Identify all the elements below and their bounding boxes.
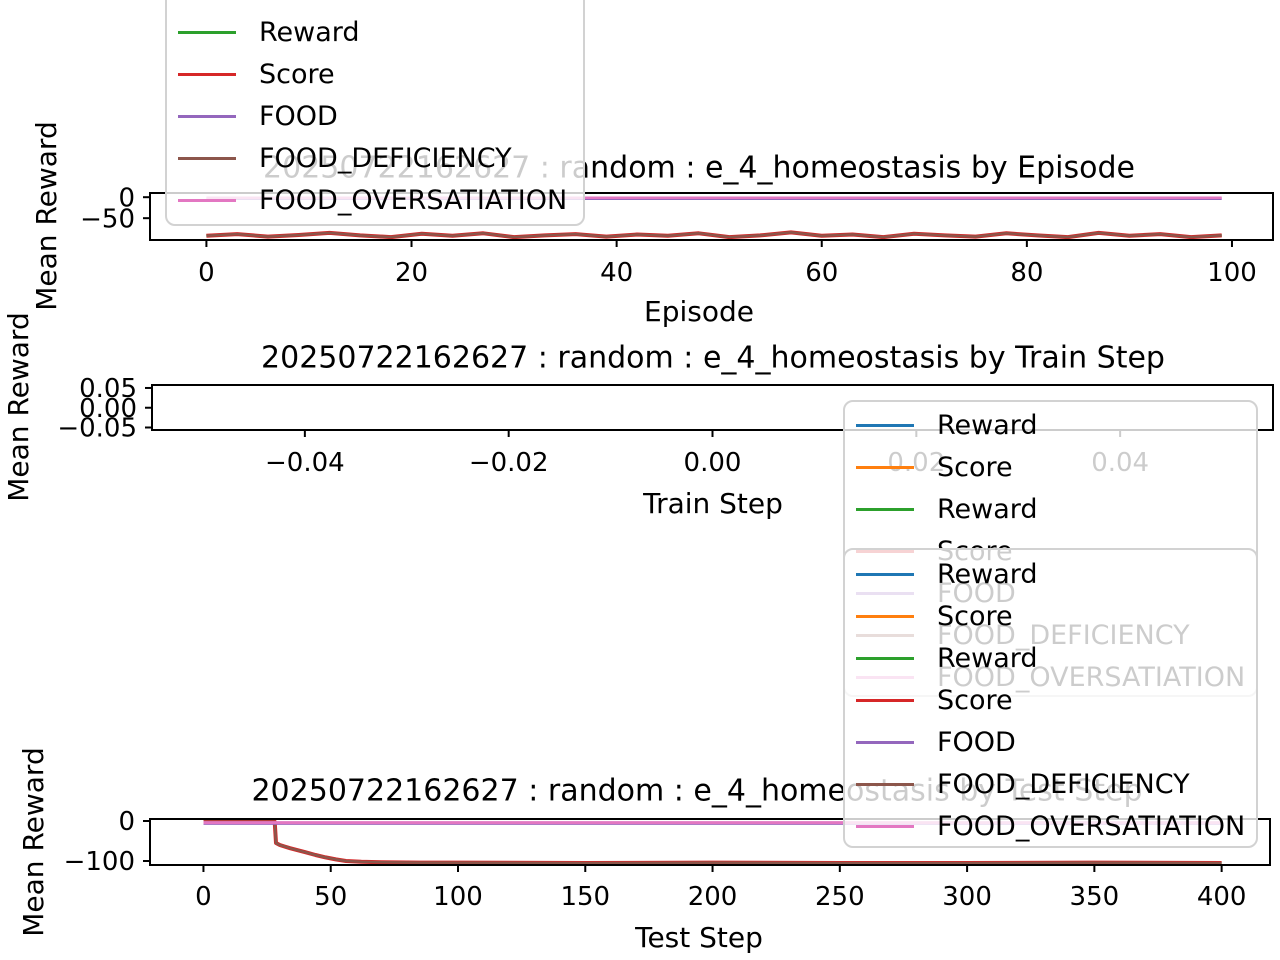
plot-episode-ylabel: Mean Reward — [30, 121, 63, 310]
legend-item-food_deficiency: FOOD_DEFICIENCY — [167, 137, 583, 179]
series-line-food_deficiency — [203, 820, 1222, 865]
plot-episode-ytick-label: −50 — [80, 204, 135, 234]
plot-test-step-xtick-label: 400 — [1197, 882, 1247, 912]
legend-item-food_oversatiation: FOOD_OVERSATIATION — [167, 179, 583, 221]
legend-label: Reward — [937, 493, 1038, 525]
series-line-food_deficiency — [206, 231, 1222, 239]
legend-item-score: Score — [167, 53, 583, 95]
legend-line-sample-green — [856, 507, 914, 511]
plot-test-step-xtick-label: 250 — [815, 882, 865, 912]
plot-test-step-spines — [149, 818, 1271, 866]
legend-line-sample-blue — [856, 423, 914, 427]
plot-episode-xtick-label: 20 — [395, 258, 428, 288]
plot-test-step-xtick-label: 100 — [433, 882, 483, 912]
plot-train-step-title: 20250722162627 : random : e_4_homeostasi… — [261, 341, 1165, 376]
legend-item-food_deficiency: FOOD_DEFICIENCY — [845, 763, 1256, 805]
plot-test-step-xtick-label: 350 — [1070, 882, 1120, 912]
legend-label: FOOD_OVERSATIATION — [937, 810, 1246, 842]
plot-test-step-xlabel: Test Step — [634, 921, 763, 954]
legend-line-sample-purple — [178, 114, 236, 118]
plot-train-step-xtick-label: −0.02 — [469, 448, 549, 478]
legend-episode: Reward Score FOOD FOOD_DEFICIENCY FOOD_OVERS… — [165, 0, 585, 226]
legend-item-score: Score — [845, 679, 1256, 721]
legend-label: Reward — [937, 558, 1038, 590]
plot-test-step-ylabel: Mean Reward — [17, 747, 50, 936]
legend-line-sample-orange — [856, 614, 914, 618]
legend-label: FOOD_DEFICIENCY — [937, 768, 1190, 800]
plot-episode-xtick-label: 80 — [1010, 258, 1043, 288]
plot-train-step-ytick-label: 0.00 — [79, 394, 137, 424]
legend-label: Score — [937, 600, 1013, 632]
legend-line-sample-orange — [856, 465, 914, 469]
plot-test-step-xtick-label: 200 — [688, 882, 738, 912]
legend-label: FOOD — [259, 100, 338, 132]
plot-test-step-xtick-label: 0 — [195, 882, 212, 912]
plot-train-step-ylabel: Mean Reward — [2, 312, 35, 501]
plot-episode-xtick-label: 60 — [805, 258, 838, 288]
plot-test-step-ytick-label: 0 — [118, 807, 135, 837]
plot-test-step-xtick-label: 50 — [314, 882, 347, 912]
legend-label: Reward — [259, 16, 360, 48]
legend-item-reward: Reward — [845, 488, 1256, 530]
legend-label: FOOD — [937, 726, 1016, 758]
plot-episode-xtick-label: 100 — [1207, 258, 1257, 288]
legend-line-sample-brown — [178, 156, 236, 160]
legend-item-reward: Reward — [845, 404, 1256, 446]
legend-line-sample-red — [856, 698, 914, 702]
legend-line-sample-pink — [178, 198, 236, 202]
legend-line-sample-red — [178, 72, 236, 76]
plot-episode-xlabel: Episode — [644, 295, 754, 328]
legend-line-sample-green — [856, 656, 914, 660]
legend-item-score: Score — [845, 595, 1256, 637]
legend-line-sample-blue — [856, 572, 914, 576]
plot-test-step-xtick-label: 300 — [942, 882, 992, 912]
legend-label: Reward — [937, 642, 1038, 674]
plot-train-step-ytick-label: 0.05 — [79, 374, 137, 404]
plot-train-step-xtick-label: −0.04 — [265, 448, 345, 478]
legend-item-reward: Reward — [167, 11, 583, 53]
legend-item-reward: Reward — [845, 637, 1256, 679]
legend-test-step: Reward Score Reward Score FOOD FOOD_DEFICIENC… — [843, 548, 1258, 848]
legend-line-sample-green — [178, 30, 236, 34]
legend-label: FOOD_OVERSATIATION — [259, 184, 568, 216]
plot-train-step-ytick-label: −0.05 — [57, 414, 137, 444]
legend-line-sample-pink — [856, 824, 914, 828]
legend-label: Score — [937, 684, 1013, 716]
plot-episode-xtick-label: 40 — [600, 258, 633, 288]
plot-episode-xtick-label: 0 — [198, 258, 215, 288]
plot-train-step-xtick-label: 0.00 — [684, 448, 742, 478]
legend-label: FOOD_DEFICIENCY — [259, 142, 512, 174]
legend-label: Score — [937, 451, 1013, 483]
legend-item-food: FOOD — [167, 95, 583, 137]
plot-episode-spines — [149, 192, 1274, 241]
legend-label: Score — [259, 58, 335, 90]
legend-label: Reward — [937, 409, 1038, 441]
legend-item-reward: Reward — [845, 553, 1256, 595]
legend-line-sample-purple — [856, 740, 914, 744]
legend-line-sample-brown — [856, 782, 914, 786]
plot-episode-ytick-label: 0 — [118, 183, 135, 213]
plot-test-step-ytick-label: −100 — [64, 847, 135, 877]
legend-item-food: FOOD — [845, 721, 1256, 763]
plot-train-step-xlabel: Train Step — [642, 487, 783, 520]
plot-test-step-xtick-label: 150 — [560, 882, 610, 912]
legend-item-food_oversatiation: FOOD_OVERSATIATION — [845, 805, 1256, 847]
plot-train-step-spines — [151, 384, 1274, 431]
legend-item-score: Score — [845, 446, 1256, 488]
